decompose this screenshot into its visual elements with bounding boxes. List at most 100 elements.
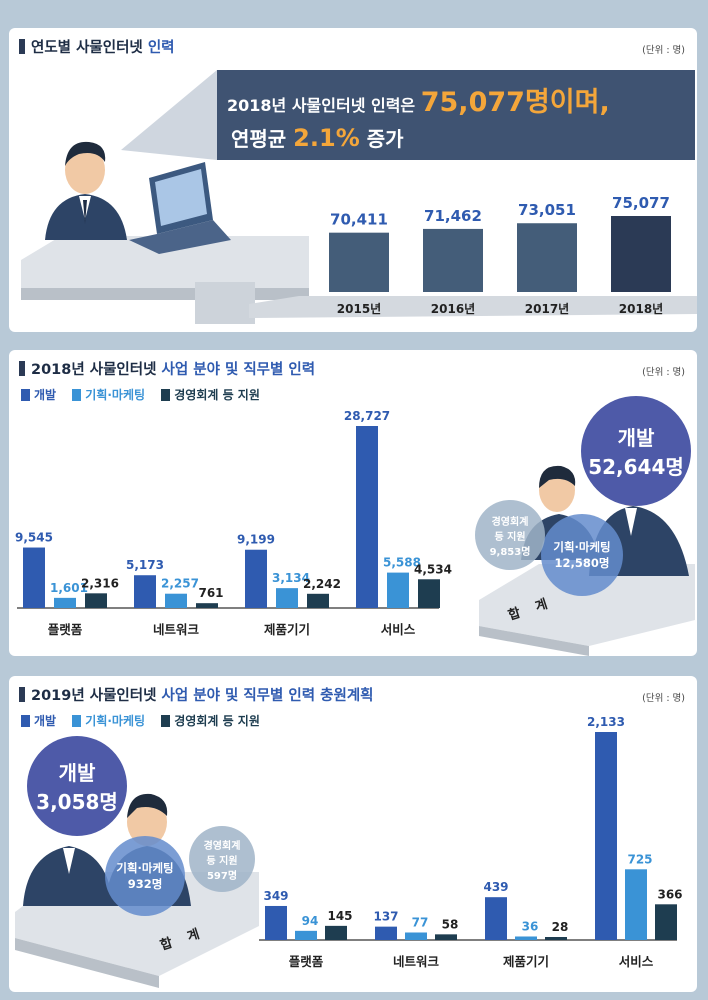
bar-제품기기-기획·마케팅 — [515, 936, 537, 940]
bar-플랫폼-기획·마케팅 — [295, 930, 317, 940]
bar-2018년 — [611, 216, 671, 292]
panel3-title: 2019년 사물인터넷 사업 분야 및 직무별 인력 충원계획 — [19, 684, 374, 705]
bar-네트워크-경영회계 등 지원 — [196, 603, 218, 608]
headline-total: 75,077명이며, — [420, 87, 610, 118]
bar-value-label: 2,242 — [303, 577, 341, 591]
bar-value-label: 761 — [198, 586, 223, 600]
bar-서비스-개발 — [595, 732, 617, 940]
x-tick-label: 서비스 — [381, 622, 416, 637]
bar-제품기기-경영회계 등 지원 — [545, 937, 567, 940]
bar-제품기기-경영회계 등 지원 — [307, 593, 329, 608]
total-platform — [479, 564, 695, 646]
legend-support: 경영회계 등 지원 — [161, 712, 260, 729]
bar-value-label: 9,545 — [15, 531, 53, 545]
bar-네트워크-개발 — [134, 575, 156, 608]
bar-value-label: 77 — [412, 915, 429, 929]
bar-value-label: 2,257 — [161, 577, 199, 591]
x-tick-label: 제품기기 — [264, 622, 310, 637]
headline-line2-a: 연평균 — [231, 127, 294, 151]
bar-value-label: 2,316 — [81, 576, 119, 590]
panel3-chart: 349 94 145 플랫폼 137 77 58 네트워크 439 36 28 제품기기 2,133 72… — [15, 715, 683, 988]
bar-플랫폼-경영회계 등 지원 — [325, 925, 347, 940]
bar-value-label: 71,462 — [424, 207, 482, 225]
legend-dev: 개발 — [21, 386, 56, 403]
bar-2016년 — [423, 228, 483, 292]
bubble-dev-total: 개발 3,058명 — [27, 736, 127, 836]
bar-서비스-경영회계 등 지원 — [655, 904, 677, 940]
bar-value-label: 1,601 — [50, 581, 88, 595]
x-tick-label: 플랫폼 — [48, 622, 83, 637]
headline-banner — [217, 70, 695, 160]
bar-제품기기-개발 — [485, 897, 507, 940]
bar-서비스-기획·마케팅 — [387, 572, 409, 608]
panel2-unit: (단위 : 명) — [642, 367, 685, 378]
panel1-chart: 70,411 2015년 71,462 2016년 73,051 2017년 75,077 2… — [21, 70, 697, 324]
bar-네트워크-기획·마케팅 — [405, 932, 427, 940]
bar-value-label: 5,173 — [126, 558, 164, 572]
x-tick-label: 플랫폼 — [289, 954, 324, 969]
bar-2015년 — [329, 232, 389, 292]
bar-value-label: 2,133 — [587, 715, 625, 729]
bar-value-label: 137 — [373, 910, 398, 924]
bar-제품기기-개발 — [245, 549, 267, 608]
bubble-dev-total: 개발 52,644명 — [581, 396, 691, 506]
bar-서비스-기획·마케팅 — [625, 869, 647, 940]
bar-제품기기-기획·마케팅 — [276, 588, 298, 608]
bar-value-label: 5,588 — [383, 556, 421, 570]
bar-value-label: 58 — [442, 917, 459, 931]
bar-value-label: 70,411 — [330, 211, 388, 229]
legend-dev: 개발 — [21, 712, 56, 729]
panel-yearly-workforce: 연도별 사물인터넷 인력 (단위 : 명) 70,411 2015년 71,462 2… — [9, 28, 697, 332]
panel3-unit: (단위 : 명) — [642, 693, 685, 704]
bar-플랫폼-기획·마케팅 — [54, 597, 76, 608]
panel2-title: 2018년 사물인터넷 사업 분야 및 직무별 인력 — [19, 358, 315, 379]
x-tick-label: 서비스 — [619, 954, 654, 969]
bar-value-label: 4,534 — [414, 562, 452, 576]
legend-support: 경영회계 등 지원 — [161, 386, 260, 403]
bar-value-label: 73,051 — [518, 201, 576, 219]
bar-네트워크-개발 — [375, 926, 397, 940]
bar-value-label: 28 — [552, 920, 569, 934]
bar-value-label: 349 — [263, 889, 288, 903]
x-tick-label: 2016년 — [431, 302, 475, 316]
bar-플랫폼-개발 — [265, 905, 287, 940]
bar-서비스-경영회계 등 지원 — [418, 579, 440, 608]
bar-value-label: 366 — [657, 887, 682, 901]
bubble-plan-total: 기획·마케팅 12,580명 — [541, 514, 623, 596]
headline-growth: 2.1% — [293, 124, 360, 152]
bar-value-label: 439 — [483, 880, 508, 894]
bar-네트워크-기획·마케팅 — [165, 593, 187, 608]
x-tick-label: 2015년 — [337, 302, 381, 316]
bar-value-label: 28,727 — [344, 409, 390, 423]
bar-서비스-개발 — [356, 426, 378, 608]
bubble-plan-total: 기획·마케팅 932명 — [105, 836, 185, 916]
bubble-support-total: 경영회계 등 지원 597명 — [189, 826, 255, 892]
laptop-icon — [129, 162, 231, 254]
bar-value-label: 9,199 — [237, 533, 275, 547]
bar-2017년 — [517, 223, 577, 292]
panel-2019-hiring-plan: 2019년 사물인터넷 사업 분야 및 직무별 인력 충원계획 (단위 : 명)… — [9, 676, 697, 992]
x-tick-label: 2018년 — [619, 302, 663, 316]
headline-line2-c: 증가 — [359, 127, 404, 151]
bar-네트워크-경영회계 등 지원 — [435, 934, 457, 940]
bar-플랫폼-개발 — [23, 547, 45, 608]
x-tick-label: 2017년 — [525, 302, 569, 316]
worker-illustration — [45, 141, 127, 240]
bar-value-label: 3,134 — [272, 571, 310, 585]
panel-2018-workforce: 2018년 사물인터넷 사업 분야 및 직무별 인력 (단위 : 명) 개발 기… — [9, 350, 697, 656]
bar-플랫폼-경영회계 등 지원 — [85, 593, 107, 608]
headline-line1-a: 2018년 사물인터넷 인력은 — [227, 96, 421, 115]
desk-platform — [21, 236, 309, 288]
bar-value-label: 725 — [627, 852, 652, 866]
bubble-support-total: 경영회계 등 지원 9,853명 — [475, 500, 545, 570]
legend-plan: 기획·마케팅 — [72, 712, 145, 729]
panel1-unit: (단위 : 명) — [642, 45, 685, 56]
x-tick-label: 제품기기 — [503, 954, 549, 969]
panel3-legend: 개발 기획·마케팅 경영회계 등 지원 — [21, 712, 272, 730]
x-tick-label: 네트워크 — [153, 622, 200, 637]
bar-value-label: 145 — [327, 909, 352, 923]
bar-value-label: 75,077 — [612, 194, 670, 212]
legend-plan: 기획·마케팅 — [72, 386, 145, 403]
x-tick-label: 네트워크 — [393, 954, 440, 969]
